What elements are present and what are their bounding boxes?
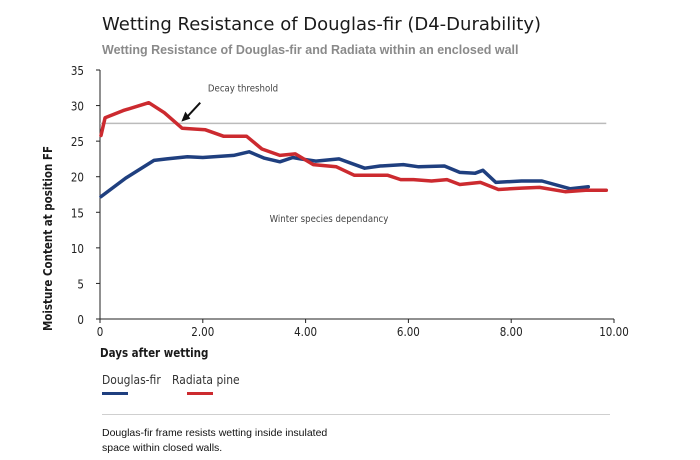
x-tick-label: 8.00 (500, 325, 523, 339)
x-tick-label: 6.00 (397, 325, 420, 339)
caption-line-1: Douglas-fir frame resists wetting inside… (102, 427, 328, 439)
y-tick-label: 35 (71, 64, 84, 78)
series-line-radiata-pine (99, 100, 609, 194)
x-tick-label: 2.00 (191, 325, 214, 339)
y-tick-label: 0 (77, 313, 84, 327)
y-tick-label: 15 (71, 207, 84, 221)
y-tick-label: 25 (71, 135, 84, 149)
y-tick-label: 30 (71, 100, 84, 114)
x-tick-label: 10.00 (599, 325, 629, 339)
x-tick-label: 4.00 (294, 325, 317, 339)
legend-label-douglas-fir: Douglas-fir (102, 372, 161, 387)
y-tick-label: 20 (71, 171, 84, 185)
x-axis-label: Days after wetting (100, 346, 209, 360)
legend-label-radiata-pine: Radiata pine (172, 372, 240, 387)
y-tick-label: 5 (77, 278, 84, 292)
caption-line-2: space within closed walls. (102, 442, 223, 454)
caption: Douglas-fir frame resists wetting inside… (102, 426, 402, 456)
y-tick-label: 10 (71, 242, 84, 256)
series-line-douglas-fir (99, 150, 591, 199)
x-tick-label: 0 (97, 325, 104, 339)
annotation-decay-threshold: Decay threshold (208, 83, 278, 95)
annotation-arrow-shaft (185, 102, 201, 119)
chart-subtitle: Wetting Resistance of Douglas-fir and Ra… (102, 43, 519, 57)
chart-title: Wetting Resistance of Douglas-fir (D4-Du… (102, 14, 542, 35)
annotation-winter-species: Winter species dependancy (270, 214, 389, 226)
y-axis-label: Moisture Content at position FF (41, 146, 55, 331)
caption-divider (102, 414, 610, 415)
legend-swatch-radiata-pine (187, 392, 213, 395)
annotation-arrow-head (181, 111, 191, 122)
legend-swatch-douglas-fir (102, 392, 128, 395)
